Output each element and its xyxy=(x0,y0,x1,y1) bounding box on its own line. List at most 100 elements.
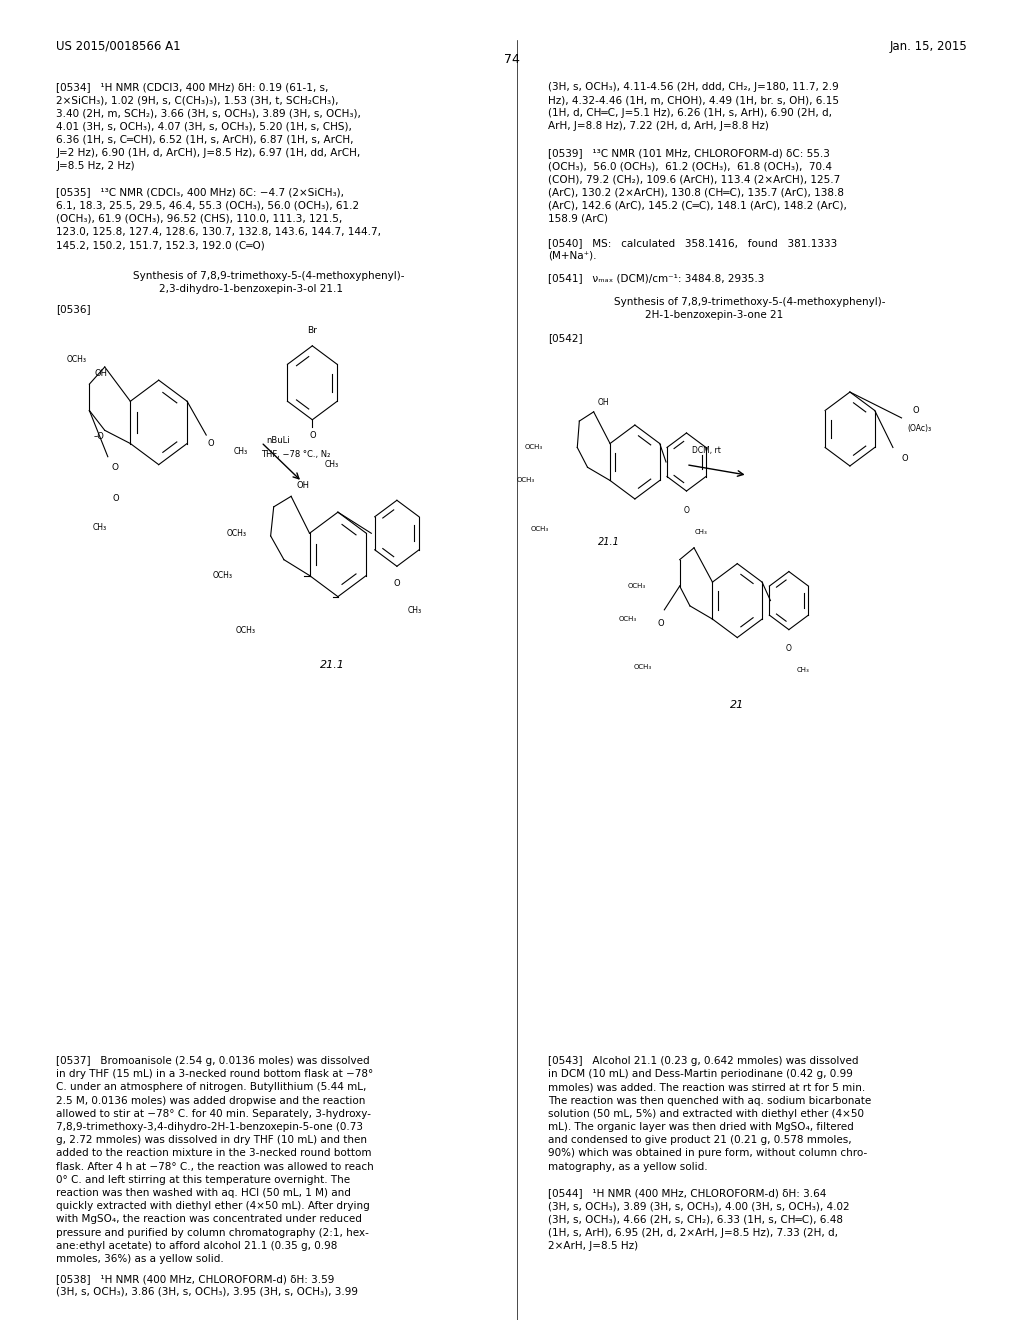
Text: –O: –O xyxy=(94,433,104,441)
Text: THF, −78 °C., N₂: THF, −78 °C., N₂ xyxy=(261,450,331,459)
Text: pressure and purified by column chromatography (2:1, hex-: pressure and purified by column chromato… xyxy=(56,1228,370,1238)
Text: 3.40 (2H, m, SCH₂), 3.66 (3H, s, OCH₃), 3.89 (3H, s, OCH₃),: 3.40 (2H, m, SCH₂), 3.66 (3H, s, OCH₃), … xyxy=(56,108,361,119)
Text: C. under an atmosphere of nitrogen. Butyllithium (5.44 mL,: C. under an atmosphere of nitrogen. Buty… xyxy=(56,1082,367,1093)
Text: in dry THF (15 mL) in a 3-necked round bottom flask at −78°: in dry THF (15 mL) in a 3-necked round b… xyxy=(56,1069,374,1080)
Text: (M+Na⁺).: (M+Na⁺). xyxy=(548,251,596,261)
Text: (OCH₃),  56.0 (OCH₃),  61.2 (OCH₃),  61.8 (OCH₃),  70.4: (OCH₃), 56.0 (OCH₃), 61.2 (OCH₃), 61.8 (… xyxy=(548,161,831,172)
Text: [0536]: [0536] xyxy=(56,304,91,314)
Text: (ArC), 142.6 (ArC), 145.2 (C═C), 148.1 (ArC), 148.2 (ArC),: (ArC), 142.6 (ArC), 145.2 (C═C), 148.1 (… xyxy=(548,201,847,211)
Text: matography, as a yellow solid.: matography, as a yellow solid. xyxy=(548,1162,708,1172)
Text: mmoles, 36%) as a yellow solid.: mmoles, 36%) as a yellow solid. xyxy=(56,1254,224,1265)
Text: (3H, s, OCH₃), 3.86 (3H, s, OCH₃), 3.95 (3H, s, OCH₃), 3.99: (3H, s, OCH₃), 3.86 (3H, s, OCH₃), 3.95 … xyxy=(56,1287,358,1298)
Text: 6.1, 18.3, 25.5, 29.5, 46.4, 55.3 (OCH₃), 56.0 (OCH₃), 61.2: 6.1, 18.3, 25.5, 29.5, 46.4, 55.3 (OCH₃)… xyxy=(56,201,359,211)
Text: [0542]: [0542] xyxy=(548,333,583,343)
Text: O: O xyxy=(309,430,315,440)
Text: (OCH₃), 61.9 (OCH₃), 96.52 (CHS), 110.0, 111.3, 121.5,: (OCH₃), 61.9 (OCH₃), 96.52 (CHS), 110.0,… xyxy=(56,214,343,224)
Text: Jan. 15, 2015: Jan. 15, 2015 xyxy=(890,40,968,53)
Text: O: O xyxy=(913,407,920,414)
Text: O: O xyxy=(684,506,689,515)
Text: OCH₃: OCH₃ xyxy=(236,626,256,635)
Text: nBuLi: nBuLi xyxy=(266,436,290,445)
Text: 0° C. and left stirring at this temperature overnight. The: 0° C. and left stirring at this temperat… xyxy=(56,1175,350,1185)
Text: 2×ArH, J=8.5 Hz): 2×ArH, J=8.5 Hz) xyxy=(548,1241,638,1251)
Text: DCM, rt: DCM, rt xyxy=(692,446,721,455)
Text: Synthesis of 7,8,9-trimethoxy-5-(4-methoxyphenyl)-: Synthesis of 7,8,9-trimethoxy-5-(4-metho… xyxy=(133,271,404,281)
Text: CH₃: CH₃ xyxy=(234,447,248,457)
Text: O: O xyxy=(112,463,119,473)
Text: [0538]   ¹H NMR (400 MHz, CHLOROFORM-d) δH: 3.59: [0538] ¹H NMR (400 MHz, CHLOROFORM-d) δH… xyxy=(56,1274,335,1284)
Text: J=8.5 Hz, 2 Hz): J=8.5 Hz, 2 Hz) xyxy=(56,161,135,172)
Text: 6.36 (1H, s, C═CH), 6.52 (1H, s, ArCH), 6.87 (1H, s, ArCH,: 6.36 (1H, s, C═CH), 6.52 (1H, s, ArCH), … xyxy=(56,135,354,145)
Text: CH₃: CH₃ xyxy=(325,461,339,470)
Text: 21: 21 xyxy=(730,700,744,710)
Text: [0534]   ¹H NMR (CDCl3, 400 MHz) δH: 0.19 (61-1, s,: [0534] ¹H NMR (CDCl3, 400 MHz) δH: 0.19 … xyxy=(56,82,329,92)
Text: O: O xyxy=(208,440,214,447)
Text: 90%) which was obtained in pure form, without column chro-: 90%) which was obtained in pure form, wi… xyxy=(548,1148,867,1159)
Text: OH: OH xyxy=(598,397,609,407)
Text: mmoles) was added. The reaction was stirred at rt for 5 min.: mmoles) was added. The reaction was stir… xyxy=(548,1082,865,1093)
Text: in DCM (10 mL) and Dess-Martin periodinane (0.42 g, 0.99: in DCM (10 mL) and Dess-Martin periodina… xyxy=(548,1069,853,1080)
Text: solution (50 mL, 5%) and extracted with diethyl ether (4×50: solution (50 mL, 5%) and extracted with … xyxy=(548,1109,864,1119)
Text: (1H, s, ArH), 6.95 (2H, d, 2×ArH, J=8.5 Hz), 7.33 (2H, d,: (1H, s, ArH), 6.95 (2H, d, 2×ArH, J=8.5 … xyxy=(548,1228,838,1238)
Text: ArH, J=8.8 Hz), 7.22 (2H, d, ArH, J=8.8 Hz): ArH, J=8.8 Hz), 7.22 (2H, d, ArH, J=8.8 … xyxy=(548,121,769,132)
Text: quickly extracted with diethyl ether (4×50 mL). After drying: quickly extracted with diethyl ether (4×… xyxy=(56,1201,370,1212)
Text: CH₃: CH₃ xyxy=(93,524,106,532)
Text: OH: OH xyxy=(94,368,108,378)
Text: OCH₃: OCH₃ xyxy=(226,529,246,537)
Text: OH: OH xyxy=(296,480,309,490)
Text: CH₃: CH₃ xyxy=(797,668,810,673)
Text: OCH₃: OCH₃ xyxy=(67,355,87,363)
Text: O: O xyxy=(393,579,400,589)
Text: O: O xyxy=(901,454,908,463)
Text: with MgSO₄, the reaction was concentrated under reduced: with MgSO₄, the reaction was concentrate… xyxy=(56,1214,362,1225)
Text: [0535]   ¹³C NMR (CDCl₃, 400 MHz) δC: −4.7 (2×SiCH₃),: [0535] ¹³C NMR (CDCl₃, 400 MHz) δC: −4.7… xyxy=(56,187,344,198)
Text: The reaction was then quenched with aq. sodium bicarbonate: The reaction was then quenched with aq. … xyxy=(548,1096,871,1106)
Text: OCH₃: OCH₃ xyxy=(213,572,233,579)
Text: 7,8,9-trimethoxy-3,4-dihydro-2H-1-benzoxepin-5-one (0.73: 7,8,9-trimethoxy-3,4-dihydro-2H-1-benzox… xyxy=(56,1122,364,1133)
Text: CH₃: CH₃ xyxy=(694,529,708,535)
Text: OCH₃: OCH₃ xyxy=(525,445,543,450)
Text: (COH), 79.2 (CH₂), 109.6 (ArCH), 113.4 (2×ArCH), 125.7: (COH), 79.2 (CH₂), 109.6 (ArCH), 113.4 (… xyxy=(548,174,840,185)
Text: [0540]   MS:   calculated   358.1416,   found   381.1333: [0540] MS: calculated 358.1416, found 38… xyxy=(548,238,837,248)
Text: OCH₃: OCH₃ xyxy=(516,478,535,483)
Text: (3H, s, OCH₃), 3.89 (3H, s, OCH₃), 4.00 (3H, s, OCH₃), 4.02: (3H, s, OCH₃), 3.89 (3H, s, OCH₃), 4.00 … xyxy=(548,1201,850,1212)
Text: CH₃: CH₃ xyxy=(408,606,421,615)
Text: (3H, s, OCH₃), 4.11-4.56 (2H, ddd, CH₂, J=180, 11.7, 2.9: (3H, s, OCH₃), 4.11-4.56 (2H, ddd, CH₂, … xyxy=(548,82,839,92)
Text: [0537]   Bromoanisole (2.54 g, 0.0136 moles) was dissolved: [0537] Bromoanisole (2.54 g, 0.0136 mole… xyxy=(56,1056,370,1067)
Text: and condensed to give product 21 (0.21 g, 0.578 mmoles,: and condensed to give product 21 (0.21 g… xyxy=(548,1135,852,1146)
Text: O: O xyxy=(658,619,665,628)
Text: reaction was then washed with aq. HCl (50 mL, 1 M) and: reaction was then washed with aq. HCl (5… xyxy=(56,1188,351,1199)
Text: US 2015/0018566 A1: US 2015/0018566 A1 xyxy=(56,40,181,53)
Text: 21.1: 21.1 xyxy=(598,537,621,548)
Text: O: O xyxy=(786,644,792,653)
Text: (OAc)₃: (OAc)₃ xyxy=(907,425,932,433)
Text: OCH₃: OCH₃ xyxy=(618,616,637,622)
Text: 4.01 (3H, s, OCH₃), 4.07 (3H, s, OCH₃), 5.20 (1H, s, CHS),: 4.01 (3H, s, OCH₃), 4.07 (3H, s, OCH₃), … xyxy=(56,121,352,132)
Text: 158.9 (ArC): 158.9 (ArC) xyxy=(548,214,608,224)
Text: 145.2, 150.2, 151.7, 152.3, 192.0 (C═O): 145.2, 150.2, 151.7, 152.3, 192.0 (C═O) xyxy=(56,240,265,251)
Text: 2.5 M, 0.0136 moles) was added dropwise and the reaction: 2.5 M, 0.0136 moles) was added dropwise … xyxy=(56,1096,366,1106)
Text: mL). The organic layer was then dried with MgSO₄, filtered: mL). The organic layer was then dried wi… xyxy=(548,1122,854,1133)
Text: [0544]   ¹H NMR (400 MHz, CHLOROFORM-d) δH: 3.64: [0544] ¹H NMR (400 MHz, CHLOROFORM-d) δH… xyxy=(548,1188,826,1199)
Text: added to the reaction mixture in the 3-necked round bottom: added to the reaction mixture in the 3-n… xyxy=(56,1148,372,1159)
Text: Synthesis of 7,8,9-trimethoxy-5-(4-methoxyphenyl)-: Synthesis of 7,8,9-trimethoxy-5-(4-metho… xyxy=(614,297,886,308)
Text: OCH₃: OCH₃ xyxy=(628,583,645,589)
Text: (3H, s, OCH₃), 4.66 (2H, s, CH₂), 6.33 (1H, s, CH═C), 6.48: (3H, s, OCH₃), 4.66 (2H, s, CH₂), 6.33 (… xyxy=(548,1214,843,1225)
Text: Br: Br xyxy=(307,326,317,335)
Text: [0543]   Alcohol 21.1 (0.23 g, 0.642 mmoles) was dissolved: [0543] Alcohol 21.1 (0.23 g, 0.642 mmole… xyxy=(548,1056,858,1067)
Text: 21.1: 21.1 xyxy=(321,660,345,671)
Text: 74: 74 xyxy=(504,53,520,66)
Text: OCH₃: OCH₃ xyxy=(530,525,549,532)
Text: 2×SiCH₃), 1.02 (9H, s, C(CH₃)₃), 1.53 (3H, t, SCH₂CH₃),: 2×SiCH₃), 1.02 (9H, s, C(CH₃)₃), 1.53 (3… xyxy=(56,95,339,106)
Text: O: O xyxy=(113,494,120,503)
Text: J=2 Hz), 6.90 (1H, d, ArCH), J=8.5 Hz), 6.97 (1H, dd, ArCH,: J=2 Hz), 6.90 (1H, d, ArCH), J=8.5 Hz), … xyxy=(56,148,360,158)
Text: 2,3-dihydro-1-benzoxepin-3-ol 21.1: 2,3-dihydro-1-benzoxepin-3-ol 21.1 xyxy=(159,284,343,294)
Text: [0541]   νₘₐₓ (DCM)/cm⁻¹: 3484.8, 2935.3: [0541] νₘₐₓ (DCM)/cm⁻¹: 3484.8, 2935.3 xyxy=(548,273,764,284)
Text: allowed to stir at −78° C. for 40 min. Separately, 3-hydroxy-: allowed to stir at −78° C. for 40 min. S… xyxy=(56,1109,372,1119)
Text: 123.0, 125.8, 127.4, 128.6, 130.7, 132.8, 143.6, 144.7, 144.7,: 123.0, 125.8, 127.4, 128.6, 130.7, 132.8… xyxy=(56,227,381,238)
Text: 2H-1-benzoxepin-3-one 21: 2H-1-benzoxepin-3-one 21 xyxy=(645,310,783,321)
Text: flask. After 4 h at −78° C., the reaction was allowed to reach: flask. After 4 h at −78° C., the reactio… xyxy=(56,1162,374,1172)
Text: ane:ethyl acetate) to afford alcohol 21.1 (0.35 g, 0.98: ane:ethyl acetate) to afford alcohol 21.… xyxy=(56,1241,338,1251)
Text: g, 2.72 mmoles) was dissolved in dry THF (10 mL) and then: g, 2.72 mmoles) was dissolved in dry THF… xyxy=(56,1135,368,1146)
Text: (ArC), 130.2 (2×ArCH), 130.8 (CH═C), 135.7 (ArC), 138.8: (ArC), 130.2 (2×ArCH), 130.8 (CH═C), 135… xyxy=(548,187,844,198)
